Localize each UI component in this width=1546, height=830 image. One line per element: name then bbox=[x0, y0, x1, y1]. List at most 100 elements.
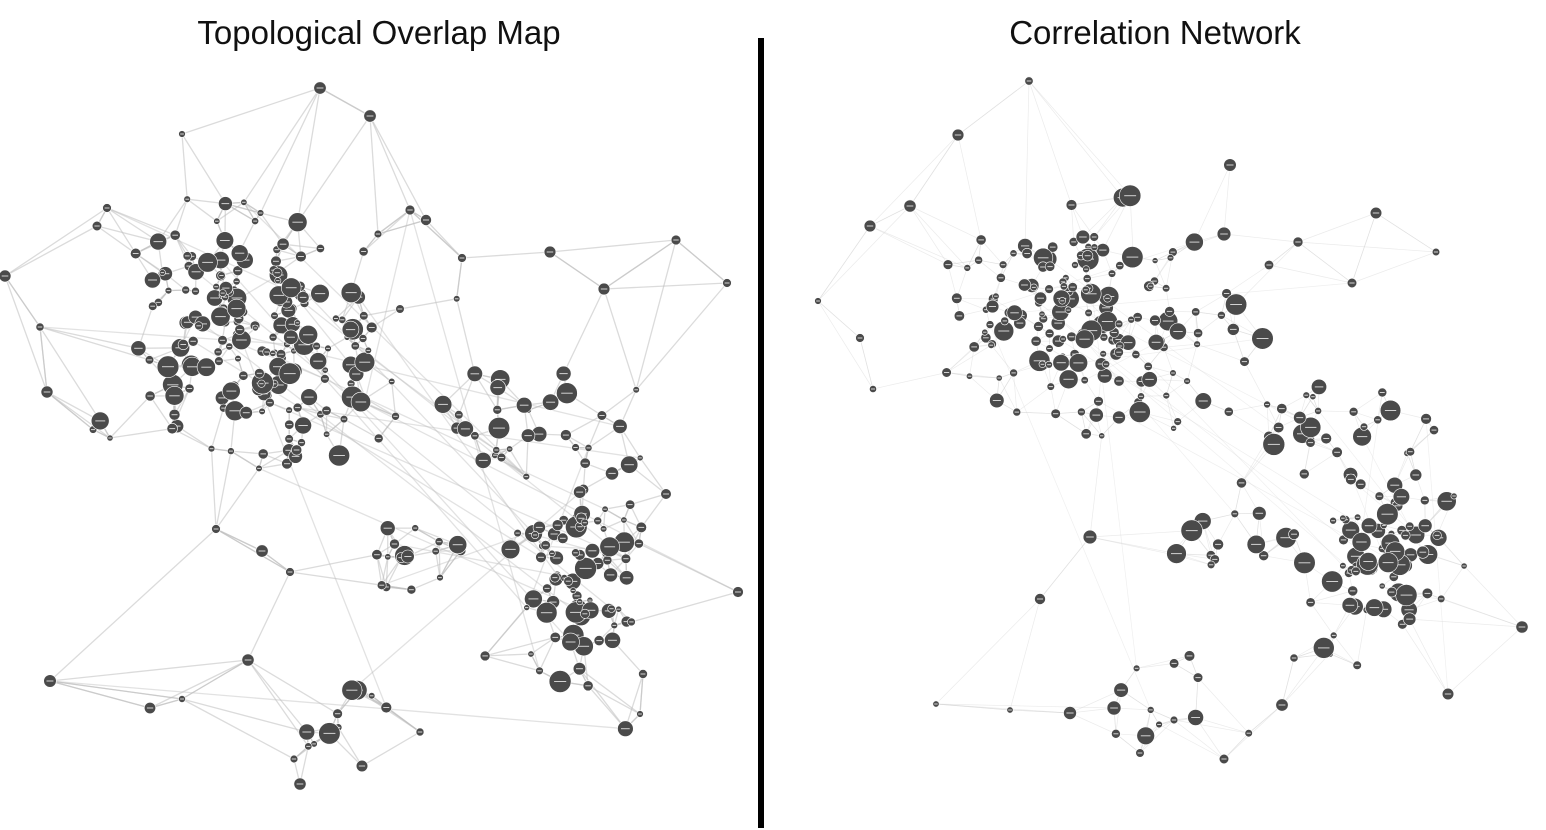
network-edge bbox=[1165, 372, 1174, 396]
network-edge bbox=[587, 685, 641, 715]
network-edge bbox=[1410, 418, 1427, 452]
panel-divider bbox=[758, 38, 764, 828]
network-node-label bbox=[493, 454, 497, 456]
network-node-label bbox=[1070, 286, 1076, 288]
network-node-label bbox=[585, 609, 596, 611]
network-node-label bbox=[956, 315, 963, 317]
network-node-label bbox=[1085, 330, 1098, 332]
network-edge bbox=[409, 209, 541, 671]
network-node-label bbox=[438, 577, 442, 579]
network-edge bbox=[1217, 513, 1236, 545]
network-node-label bbox=[383, 707, 390, 708]
network-node-label bbox=[323, 410, 329, 412]
network-node-label bbox=[1071, 241, 1077, 243]
network-node-label bbox=[604, 559, 610, 561]
network-edge bbox=[946, 346, 975, 373]
network-node-label bbox=[1011, 372, 1016, 374]
network-node-label bbox=[216, 360, 222, 362]
network-edge bbox=[1089, 536, 1177, 554]
network-node-label bbox=[1115, 416, 1123, 418]
network-node-label bbox=[550, 552, 554, 554]
network-edge bbox=[411, 577, 441, 591]
network-edge bbox=[935, 703, 1071, 714]
network-edge bbox=[1140, 395, 1167, 397]
network-edge bbox=[869, 205, 911, 227]
network-node-label bbox=[91, 429, 96, 431]
network-edge bbox=[675, 239, 728, 284]
network-node-label bbox=[169, 395, 180, 397]
network-node-label bbox=[638, 713, 642, 715]
network-edge bbox=[215, 528, 263, 552]
network-node-label bbox=[369, 695, 374, 697]
network-edge bbox=[1281, 657, 1295, 706]
network-edge bbox=[872, 372, 947, 390]
network-node-label bbox=[606, 574, 615, 576]
network-node-label bbox=[253, 220, 258, 222]
network-edge bbox=[1402, 624, 1449, 695]
network-node-label bbox=[433, 550, 438, 552]
network-edge bbox=[181, 698, 295, 760]
network-node-label bbox=[528, 598, 539, 600]
network-edge bbox=[461, 251, 551, 259]
network-node-label bbox=[1133, 354, 1139, 356]
network-node-label bbox=[220, 292, 225, 294]
network-edge bbox=[859, 337, 874, 390]
network-node-label bbox=[1172, 427, 1176, 429]
network-node-label bbox=[992, 400, 1001, 401]
network-node-label bbox=[1212, 558, 1218, 560]
network-node-label bbox=[1115, 339, 1123, 340]
network-edge bbox=[363, 308, 401, 317]
network-node-label bbox=[306, 745, 311, 747]
network-node-label bbox=[167, 384, 179, 386]
network-edge bbox=[946, 372, 1000, 379]
network-node-label bbox=[1291, 533, 1297, 535]
network-node-label bbox=[209, 448, 214, 450]
network-edge bbox=[549, 239, 677, 253]
network-node-label bbox=[934, 703, 938, 705]
network-edge bbox=[909, 205, 949, 265]
network-node-label bbox=[260, 453, 266, 455]
network-node-label bbox=[1357, 483, 1364, 485]
network-node-label bbox=[1381, 513, 1394, 515]
network-edge bbox=[215, 468, 260, 530]
network-node-label bbox=[1061, 338, 1065, 340]
network-node-label bbox=[272, 383, 277, 385]
network-node-label bbox=[196, 325, 201, 327]
network-node-label bbox=[599, 415, 605, 416]
network-edge bbox=[1375, 212, 1437, 253]
network-node-label bbox=[1171, 553, 1182, 555]
network-edge bbox=[935, 703, 1115, 709]
network-edge bbox=[1016, 386, 1052, 413]
network-edge bbox=[106, 207, 176, 236]
network-node-label bbox=[180, 344, 187, 345]
network-edge bbox=[957, 80, 1030, 136]
network-edges bbox=[817, 80, 1523, 760]
network-node-label bbox=[1021, 284, 1028, 286]
network-node-label bbox=[1091, 236, 1097, 238]
network-node-label bbox=[561, 519, 567, 521]
network-node-label bbox=[1084, 268, 1089, 270]
network-edge bbox=[1158, 724, 1225, 760]
network-node-label bbox=[1208, 554, 1214, 556]
network-node-label bbox=[214, 286, 219, 288]
network-node-label bbox=[1412, 474, 1420, 476]
network-node-label bbox=[967, 375, 972, 377]
network-edge bbox=[1329, 653, 1358, 666]
network-node-label bbox=[1082, 379, 1087, 381]
network-node-label bbox=[1307, 442, 1314, 444]
network-node-label bbox=[537, 670, 542, 672]
network-node-label bbox=[376, 437, 382, 439]
network-node-label bbox=[1356, 436, 1368, 438]
network-node-label bbox=[1295, 241, 1301, 243]
network-node-label bbox=[1379, 608, 1389, 610]
network-edge bbox=[1197, 677, 1249, 734]
network-node-label bbox=[1117, 265, 1123, 267]
network-node-label bbox=[286, 424, 292, 426]
network-node-label bbox=[1195, 343, 1199, 345]
network-node-label bbox=[334, 318, 338, 319]
network-node-label bbox=[622, 519, 626, 521]
network-node-label bbox=[374, 554, 380, 556]
network-node-label bbox=[984, 309, 988, 311]
network-node-label bbox=[1063, 378, 1074, 380]
network-node-label bbox=[978, 239, 984, 241]
